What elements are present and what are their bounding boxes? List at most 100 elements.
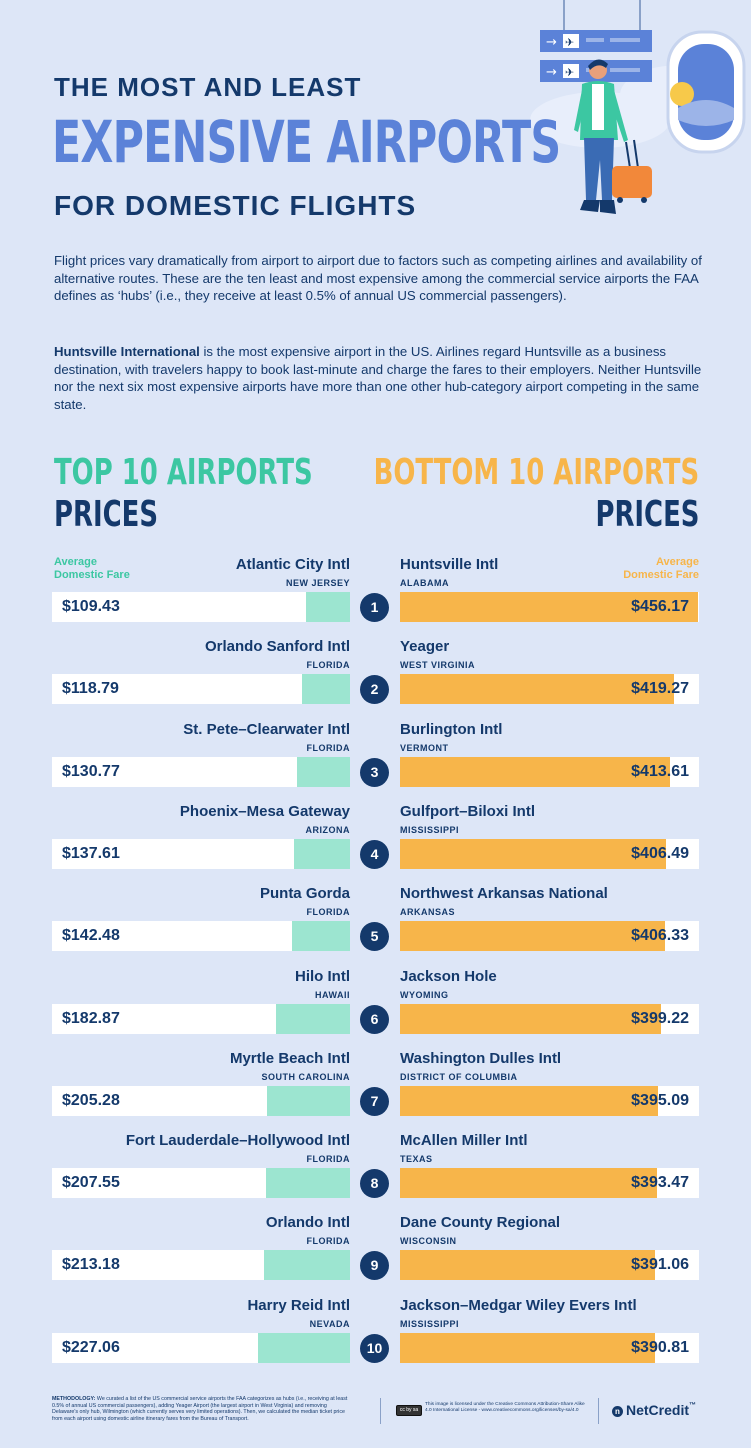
- bottom-airport-name: McAllen Miller Intl: [400, 1132, 528, 1149]
- bottom-airport-name: Huntsville Intl: [400, 556, 499, 573]
- bottom-fare-bar: $391.06: [400, 1250, 699, 1280]
- methodology: METHODOLOGY: We curated a list of the US…: [52, 1396, 352, 1422]
- top-airport-state: HAWAII: [314, 990, 350, 1000]
- top-fare-value: $213.18: [62, 1256, 120, 1273]
- rank-badge: 2: [360, 675, 389, 704]
- rank-badge: 4: [360, 840, 389, 869]
- top-fare-bar-fill: [275, 1004, 350, 1034]
- left-fare-label: Average Domestic Fare: [54, 556, 130, 582]
- bottom-fare-bar-fill: [400, 921, 666, 951]
- bottom-fare-value: $413.61: [631, 763, 689, 780]
- left-fare-label-line2: Domestic Fare: [54, 569, 130, 581]
- bottom-airport-state: WISCONSIN: [400, 1236, 457, 1246]
- bottom-fare-value: $395.09: [631, 1092, 689, 1109]
- airplane-window-icon: [666, 30, 746, 154]
- bottom-fare-bar-fill: [400, 757, 671, 787]
- footer-divider: [598, 1398, 599, 1424]
- bottom-fare-bar: $406.49: [400, 839, 699, 869]
- title-line-3: FOR DOMESTIC FLIGHTS: [54, 190, 417, 221]
- intro-paragraph-2-text: is the most expensive airport in the US.…: [54, 344, 702, 412]
- top-airport-name: Hilo Intl: [295, 968, 350, 985]
- right-fare-label-line2: Domestic Fare: [623, 569, 699, 581]
- bottom-fare-bar: $413.61: [400, 757, 699, 787]
- bottom-fare-bar-fill: [400, 1004, 661, 1034]
- svg-text:→: →: [546, 35, 557, 50]
- airport-row: Phoenix–Mesa Gateway ARIZONA $137.61 4 Gulfp…: [0, 803, 751, 885]
- airport-row: Fort Lauderdale–Hollywood Intl FLORIDA $20…: [0, 1132, 751, 1214]
- top-fare-bar: $205.28: [52, 1086, 350, 1116]
- traveler-illustration: → → ✈ ✈: [530, 0, 746, 214]
- airport-row: Harry Reid Intl NEVADA $227.06 10 Jackson–Me…: [0, 1297, 751, 1379]
- airport-row: St. Pete–Clearwater Intl FLORIDA $130.77 3 B…: [0, 721, 751, 803]
- methodology-text: We curated a list of the US commercial s…: [52, 1396, 348, 1422]
- top-fare-bar-fill: [265, 1168, 350, 1198]
- cc-license-icon: cc by sa: [396, 1405, 422, 1416]
- rank-badge: 9: [360, 1251, 389, 1280]
- bottom-airport-name: Dane County Regional: [400, 1214, 561, 1231]
- top-airport-state: ARIZONA: [305, 825, 350, 835]
- bottom-airport-name: Yeager: [400, 638, 450, 655]
- top-airport-state: FLORIDA: [306, 1236, 350, 1246]
- top-fare-bar-fill: [258, 1333, 350, 1363]
- top-fare-value: $142.48: [62, 927, 120, 944]
- bottom-fare-bar-fill: [400, 592, 698, 622]
- top-fare-value: $207.55: [62, 1174, 120, 1191]
- airport-row: Orlando Sanford Intl FLORIDA $118.79 2 Yeage…: [0, 638, 751, 720]
- rank-badge: 7: [360, 1087, 389, 1116]
- bottom10-heading-line1: BOTTOM 10 AIRPORTS: [373, 452, 699, 493]
- bottom-airport-state: ALABAMA: [400, 578, 449, 588]
- top-airport-state: FLORIDA: [306, 660, 350, 670]
- bottom-fare-bar: $390.81: [400, 1333, 699, 1363]
- bottom-airport-name: Burlington Intl: [400, 721, 503, 738]
- top-airport-name: Orlando Sanford Intl: [205, 638, 350, 655]
- traveler-icon: [574, 59, 628, 214]
- bottom-fare-bar: $395.09: [400, 1086, 699, 1116]
- airport-row: Orlando Intl FLORIDA $213.18 9 Dane County R…: [0, 1214, 751, 1296]
- top-airport-name: Myrtle Beach Intl: [229, 1050, 350, 1067]
- top-airport-state: NEW JERSEY: [285, 578, 350, 588]
- top-fare-value: $227.06: [62, 1339, 120, 1356]
- airport-row: Atlantic City Intl NEW JERSEY $109.43 1 Hunt…: [0, 556, 751, 638]
- top-airport-state: NEVADA: [309, 1319, 350, 1329]
- top-airport-state: SOUTH CAROLINA: [261, 1072, 350, 1082]
- top-airport-state: FLORIDA: [306, 743, 350, 753]
- right-fare-label-line1: Average: [655, 556, 699, 568]
- top-fare-bar: $207.55: [52, 1168, 350, 1198]
- top-fare-value: $130.77: [62, 763, 120, 780]
- bottom-airport-state: MISSISSIPPI: [400, 825, 460, 835]
- bottom-fare-bar-fill: [400, 1086, 659, 1116]
- bottom-fare-bar: $456.17: [400, 592, 699, 622]
- rank-badge: 8: [360, 1169, 389, 1198]
- svg-text:✈: ✈: [565, 66, 574, 79]
- airport-row: Hilo Intl HAWAII $182.87 6 Jackson Hole WYOMI…: [0, 968, 751, 1050]
- top-fare-bar: $142.48: [52, 921, 350, 951]
- bottom-airport-name: Northwest Arkansas National: [400, 885, 608, 902]
- bottom-fare-value: $391.06: [631, 1256, 689, 1273]
- top-fare-bar-fill: [266, 1086, 350, 1116]
- intro-highlight: Huntsville International: [54, 344, 200, 359]
- rank-badge: 6: [360, 1005, 389, 1034]
- bottom-fare-value: $419.27: [631, 680, 689, 697]
- netcredit-logo-icon: n: [612, 1405, 623, 1417]
- top-fare-bar-fill: [292, 921, 350, 951]
- bottom-airport-state: DISTRICT OF COLUMBIA: [400, 1072, 518, 1082]
- footer-divider: [380, 1398, 381, 1424]
- bottom-fare-value: $406.33: [631, 927, 689, 944]
- intro-paragraph-2: Huntsville International is the most exp…: [54, 343, 704, 413]
- top-airport-name: Harry Reid Intl: [247, 1297, 350, 1314]
- bottom-airport-state: TEXAS: [400, 1154, 433, 1164]
- netcredit-logo: n NetCredit™: [612, 1402, 696, 1418]
- suitcase-icon: [612, 139, 652, 203]
- top-fare-bar-fill: [297, 757, 350, 787]
- top-fare-bar: $182.87: [52, 1004, 350, 1034]
- bottom-fare-value: $393.47: [631, 1174, 689, 1191]
- rank-badge: 10: [360, 1334, 389, 1363]
- departure-board-icon: → → ✈ ✈: [540, 30, 652, 82]
- top-airport-state: FLORIDA: [306, 907, 350, 917]
- bottom-airport-name: Washington Dulles Intl: [400, 1050, 562, 1067]
- bottom-fare-bar: $419.27: [400, 674, 699, 704]
- airport-row: Myrtle Beach Intl SOUTH CAROLINA $205.28 7 W…: [0, 1050, 751, 1132]
- bottom-fare-bar-fill: [400, 839, 666, 869]
- top-fare-bar: $118.79: [52, 674, 350, 704]
